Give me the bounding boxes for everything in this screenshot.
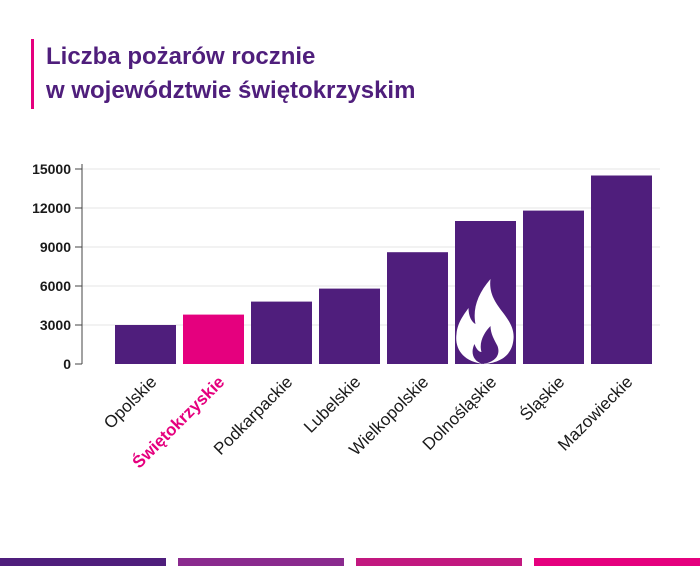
- bar: [319, 288, 380, 364]
- bottom-strip-segment: [178, 558, 344, 566]
- flame-icon: [456, 279, 514, 364]
- bar: [115, 325, 176, 364]
- y-tick-label: 9000: [40, 239, 71, 255]
- y-tick-label: 6000: [40, 278, 71, 294]
- y-tick-label: 15000: [32, 161, 71, 177]
- bar: [251, 301, 312, 364]
- bar: [387, 252, 448, 364]
- y-tick-label: 12000: [32, 200, 71, 216]
- title-line-1: Liczba pożarów rocznie: [46, 43, 316, 70]
- title-line-2: w województwie świętokrzyskim: [46, 77, 416, 104]
- bottom-strip-segment: [534, 558, 700, 566]
- chart-title: Liczba pożarów rocznie w województwie św…: [46, 40, 415, 108]
- bar: [523, 210, 584, 364]
- y-tick-label: 0: [63, 356, 71, 372]
- x-tick-label: Lubelskie: [300, 372, 364, 436]
- y-tick-label: 3000: [40, 317, 71, 333]
- title-accent-bar: [31, 39, 34, 109]
- bar: [183, 314, 244, 364]
- bar: [591, 175, 652, 364]
- x-tick-label: Opolskie: [100, 372, 160, 432]
- bottom-strip-segment: [356, 558, 522, 566]
- bottom-strip-segment: [0, 558, 166, 566]
- x-tick-label: Śląskie: [516, 372, 568, 424]
